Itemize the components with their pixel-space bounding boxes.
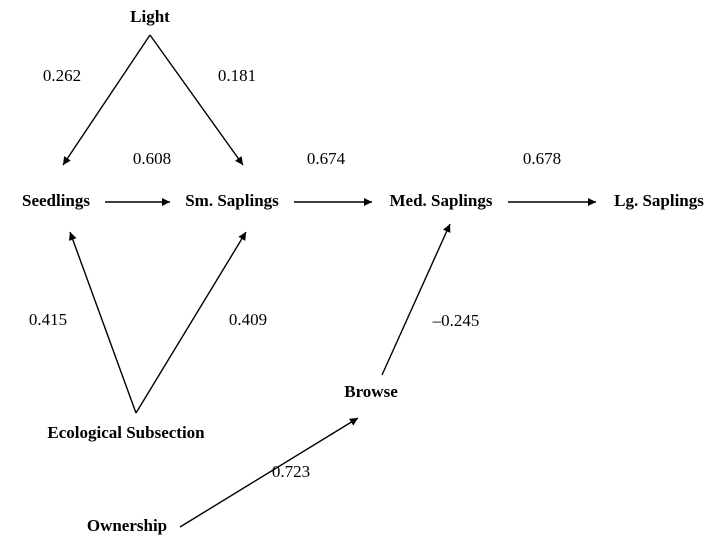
edge-label: 0.415	[29, 310, 67, 329]
node-label: Lg. Saplings	[614, 191, 704, 210]
edge-label: 0.678	[523, 149, 561, 168]
node-label: Light	[130, 7, 170, 26]
arrow	[68, 231, 137, 414]
edge-label: 0.262	[43, 66, 81, 85]
arrows	[62, 34, 596, 528]
edge-label: 0.674	[307, 149, 346, 168]
node-label: Sm. Saplings	[185, 191, 279, 210]
edge-label: 0.723	[272, 462, 310, 481]
edge-label: 0.608	[133, 149, 171, 168]
node-label: Browse	[344, 382, 398, 401]
node-label: Med. Saplings	[390, 191, 493, 210]
arrow	[179, 417, 359, 528]
arrow	[62, 34, 151, 166]
nodes: Light Seedlings Sm. Saplings Med. Saplin…	[22, 7, 704, 535]
arrow	[149, 34, 244, 166]
edge-label: –0.245	[432, 311, 480, 330]
edge-label: 0.181	[218, 66, 256, 85]
node-label: Ecological Subsection	[47, 423, 205, 442]
node-label: Seedlings	[22, 191, 90, 210]
arrow	[381, 223, 451, 376]
coefficients: 0.262 0.181 0.608 0.674 0.678 0.415 0.40…	[29, 66, 561, 481]
node-label: Ownership	[87, 516, 167, 535]
arrow	[135, 231, 247, 414]
edge-label: 0.409	[229, 310, 267, 329]
